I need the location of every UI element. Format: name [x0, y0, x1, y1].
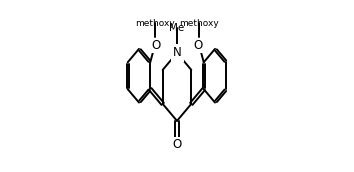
- Text: O: O: [193, 39, 202, 52]
- Text: methoxy: methoxy: [136, 19, 175, 28]
- Text: Me: Me: [169, 23, 185, 33]
- Text: O: O: [152, 39, 161, 52]
- Text: N: N: [173, 46, 181, 59]
- Text: methoxy: methoxy: [179, 19, 218, 28]
- Text: O: O: [172, 138, 182, 151]
